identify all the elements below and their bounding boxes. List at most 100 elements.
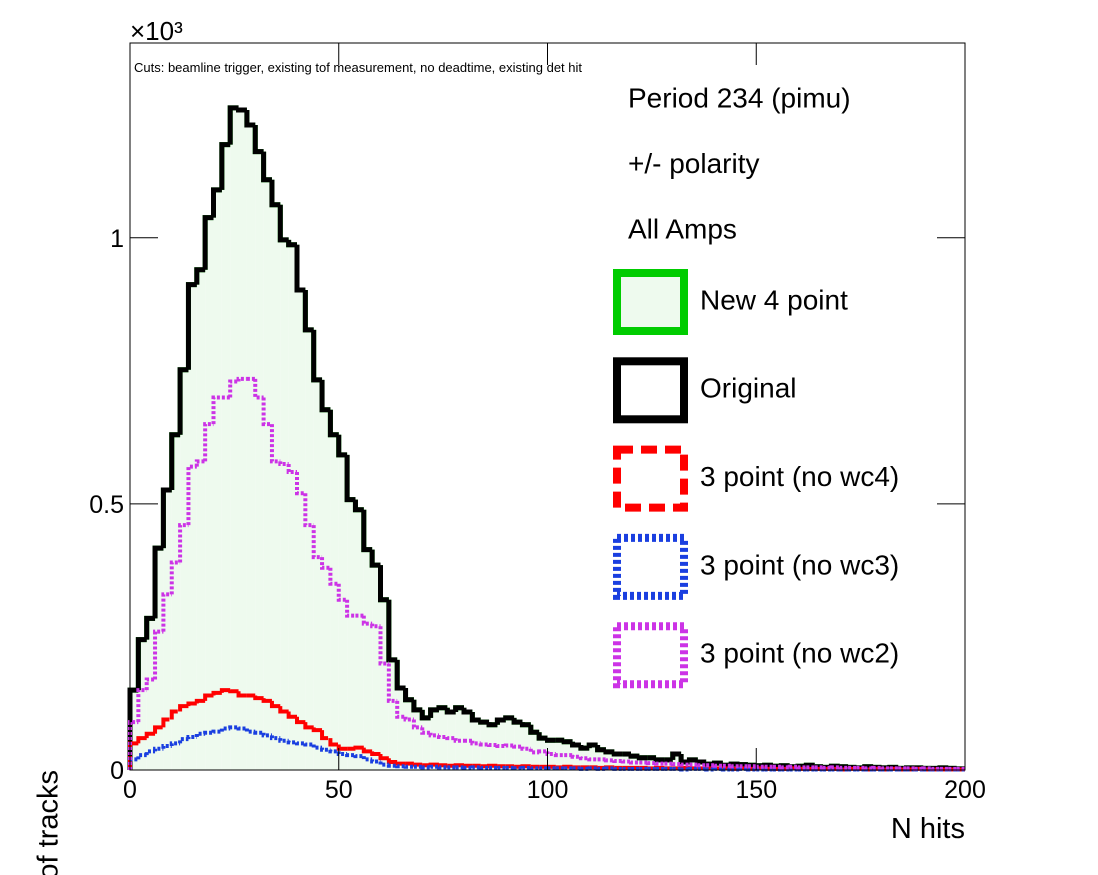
cuts-annotation: Cuts: beamline trigger, existing tof mea… — [134, 60, 582, 75]
bin-step — [419, 709, 431, 721]
bin-fill — [405, 699, 414, 770]
bin-step — [829, 765, 840, 770]
bin-step — [636, 755, 648, 761]
legend-label: Original — [700, 373, 796, 404]
bin-step — [411, 719, 423, 730]
bin-step — [252, 124, 264, 155]
bin-step — [512, 766, 523, 771]
bin-step — [444, 707, 456, 715]
bin-step — [712, 766, 723, 771]
bin-step — [169, 709, 181, 720]
bin-step — [228, 725, 239, 730]
legend-header: Period 234 (pimu) — [628, 82, 851, 113]
bin-step — [561, 739, 573, 745]
y-tick-label: 0.5 — [89, 491, 124, 519]
bin-step — [278, 738, 289, 743]
bin-fill — [213, 189, 222, 770]
bin-step — [679, 762, 690, 767]
bin-step — [295, 716, 306, 725]
bin-step — [328, 738, 339, 747]
bin-step — [470, 765, 481, 770]
bin-step — [211, 187, 222, 218]
bin-step — [194, 267, 206, 285]
bin-step — [236, 726, 247, 731]
bin-step — [695, 759, 707, 765]
bin-step — [912, 766, 924, 771]
bin-step — [253, 695, 264, 701]
y-tick-label: 0 — [110, 757, 124, 785]
bin-fill — [230, 107, 239, 771]
bin-step — [269, 179, 281, 208]
bin-step — [144, 749, 156, 756]
legend-label: 3 point (no wc2) — [700, 638, 899, 669]
x-tick-label: 0 — [123, 776, 137, 804]
bin-step — [178, 523, 189, 563]
bin-step — [478, 765, 490, 770]
bin-step — [185, 282, 197, 370]
bin-step — [253, 378, 264, 400]
bin-step — [319, 379, 331, 413]
series — [128, 376, 965, 771]
bin-step — [311, 744, 323, 750]
bin-fill — [171, 434, 181, 770]
bin-step — [144, 731, 156, 739]
bin-fill — [347, 499, 356, 770]
bin-fill — [430, 709, 439, 770]
bin-fill — [464, 711, 473, 770]
bin-step — [236, 376, 247, 382]
bin-step — [629, 760, 640, 765]
bin-step — [278, 706, 289, 714]
bin-step — [161, 717, 172, 728]
bin-step — [361, 756, 373, 762]
bin-fill — [138, 639, 147, 770]
bin-fill — [639, 757, 648, 770]
bin-step — [578, 744, 590, 751]
bin-step — [411, 762, 423, 767]
bin-step — [612, 766, 623, 771]
bin-step — [395, 764, 406, 769]
bin-fill — [664, 759, 673, 770]
bin-step — [178, 737, 189, 744]
bin-step — [528, 724, 540, 735]
bin-step — [720, 767, 732, 772]
bin-step — [228, 689, 239, 694]
bin-step — [420, 765, 431, 770]
bin-step — [144, 677, 156, 691]
bin-step — [136, 736, 147, 744]
bin-step — [369, 549, 381, 568]
bin-step — [670, 762, 682, 767]
bin-fill — [255, 151, 264, 770]
legend-label: 3 point (no wc4) — [700, 461, 899, 492]
bin-step — [436, 765, 448, 770]
bin-step — [278, 461, 289, 466]
bin-step — [536, 732, 548, 741]
legend-swatch — [613, 445, 688, 512]
bin-step — [603, 766, 615, 771]
bin-step — [286, 239, 297, 248]
bin-step — [570, 754, 581, 759]
bin-step — [553, 753, 565, 758]
bin-step — [136, 688, 147, 723]
bin-step — [603, 749, 615, 755]
bin-step — [469, 711, 481, 723]
bin-step — [344, 454, 356, 503]
bin-fill — [338, 454, 348, 770]
bin-step — [821, 765, 832, 770]
x-axis-title: N hits — [891, 813, 965, 845]
bin-step — [879, 766, 890, 771]
bin-fill — [246, 124, 256, 771]
bin-step — [327, 409, 339, 438]
bin-step — [378, 754, 389, 761]
bin-step — [177, 367, 189, 435]
bin-step — [570, 741, 581, 748]
bin-step — [370, 623, 381, 629]
bin-fill — [564, 741, 573, 770]
legend-header: +/- polarity — [628, 148, 760, 179]
bin-step — [303, 493, 314, 528]
bin-step — [202, 215, 214, 270]
bin-step — [428, 732, 439, 738]
bin-step — [595, 744, 606, 753]
bin-step — [436, 735, 448, 740]
bin-step — [361, 747, 373, 754]
